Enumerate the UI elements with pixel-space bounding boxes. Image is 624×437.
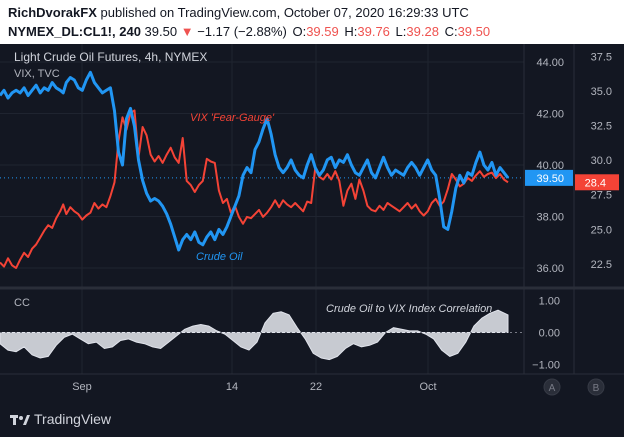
published-text: published on TradingView.com, October 07… [100, 5, 469, 20]
tradingview-brand[interactable]: TradingView [34, 411, 112, 427]
footer-bar: TradingView [0, 402, 624, 437]
price-change: −1.17 (−2.88%) [197, 24, 287, 39]
crude-oil-annotation: Crude Oil [196, 251, 243, 263]
crude-oil-series-line [0, 70, 510, 252]
left-axis-tick-2: 40.00 [536, 160, 564, 172]
low-value: 39.28 [406, 24, 439, 39]
vix-annotation: VIX 'Fear-Gauge' [190, 112, 275, 124]
high-value: 39.76 [357, 24, 390, 39]
publish-header: RichDvorakFX published on TradingView.co… [0, 0, 624, 44]
crude-last-value-badge [525, 169, 573, 186]
right-axis-tick-0: 22.5 [591, 259, 612, 271]
scale-button-label-a: A [549, 383, 556, 394]
correlation-area-fill [0, 309, 509, 361]
chart-canvas[interactable]: 36.00 38.00 40.00 42.00 44.00 22.5 25.0 27.5 30.… [0, 44, 624, 402]
change-arrow-icon: ▼ [180, 24, 194, 39]
time-axis-tick-1: 14 [226, 381, 238, 393]
high-label: H: [344, 24, 358, 39]
close-value: 39.50 [457, 24, 491, 39]
left-axis-tick-1: 38.00 [536, 211, 564, 223]
time-axis-tick-2: 22 [310, 381, 322, 393]
grid-lines [0, 44, 524, 374]
right-axis-tick-6: 37.5 [591, 51, 612, 63]
series-lines [0, 70, 524, 269]
correlation-annotation: Crude Oil to VIX Index Correlation [326, 303, 492, 315]
correlation-axis-tick-2: −1.00 [532, 359, 560, 371]
left-axis-tick-3: 42.00 [536, 109, 564, 121]
vix-last-value-badge [575, 174, 619, 191]
publish-line: RichDvorakFX published on TradingView.co… [8, 5, 469, 20]
correlation-axis-tick-1: 0.00 [539, 328, 560, 340]
correlation-pane-title: CC [14, 297, 30, 309]
time-axis-tick-0: Sep [72, 381, 92, 393]
crude-last-value-text: 39.50 [536, 173, 564, 185]
open-label: O: [292, 24, 307, 39]
vix-series-line [0, 109, 509, 269]
right-axis-tick-1: 25.0 [591, 224, 612, 236]
left-axis-tick-0: 36.00 [536, 263, 564, 275]
last-price: 39.50 [144, 24, 178, 39]
right-axis-tick-4: 32.5 [591, 121, 612, 133]
pane-separator[interactable] [0, 44, 624, 375]
right-axis-tick-5: 35.0 [591, 86, 612, 98]
overlay-title: VIX, TVC [14, 68, 60, 80]
correlation-axis-tick-0: 1.00 [539, 296, 560, 308]
open-value: 39.59 [306, 24, 339, 39]
scale-button-b[interactable] [587, 378, 605, 396]
correlation-area [0, 309, 524, 361]
vix-last-value-text: 28.4 [585, 177, 606, 189]
scale-button-label-b: B [593, 383, 600, 394]
left-axis-tick-4: 44.00 [536, 57, 564, 69]
main-pane-title: Light Crude Oil Futures, 4h, NYMEX [14, 50, 207, 64]
low-label: L: [395, 24, 407, 39]
scale-button-a[interactable] [543, 378, 561, 396]
right-axis-tick-2: 27.5 [591, 190, 612, 202]
price-axes[interactable]: 36.00 38.00 40.00 42.00 44.00 22.5 25.0 27.5 30.… [72, 51, 619, 396]
author-name[interactable]: RichDvorakFX [8, 5, 97, 20]
chart-text: Light Crude Oil Futures, 4h, NYMEX VIX, T… [14, 50, 492, 315]
symbol-name[interactable]: NYMEX_DL:CL1!, 240 [8, 24, 141, 39]
right-axis-tick-3: 30.0 [591, 155, 612, 167]
close-label: C: [444, 24, 458, 39]
symbol-line: NYMEX_DL:CL1!, 240 39.50 ▼ −1.17 (−2.88%… [8, 24, 490, 39]
chart-frame[interactable]: 36.00 38.00 40.00 42.00 44.00 22.5 25.0 27.5 30.… [0, 44, 624, 402]
tradingview-logo-icon[interactable] [10, 411, 30, 429]
time-axis-tick-3: Oct [419, 381, 436, 393]
